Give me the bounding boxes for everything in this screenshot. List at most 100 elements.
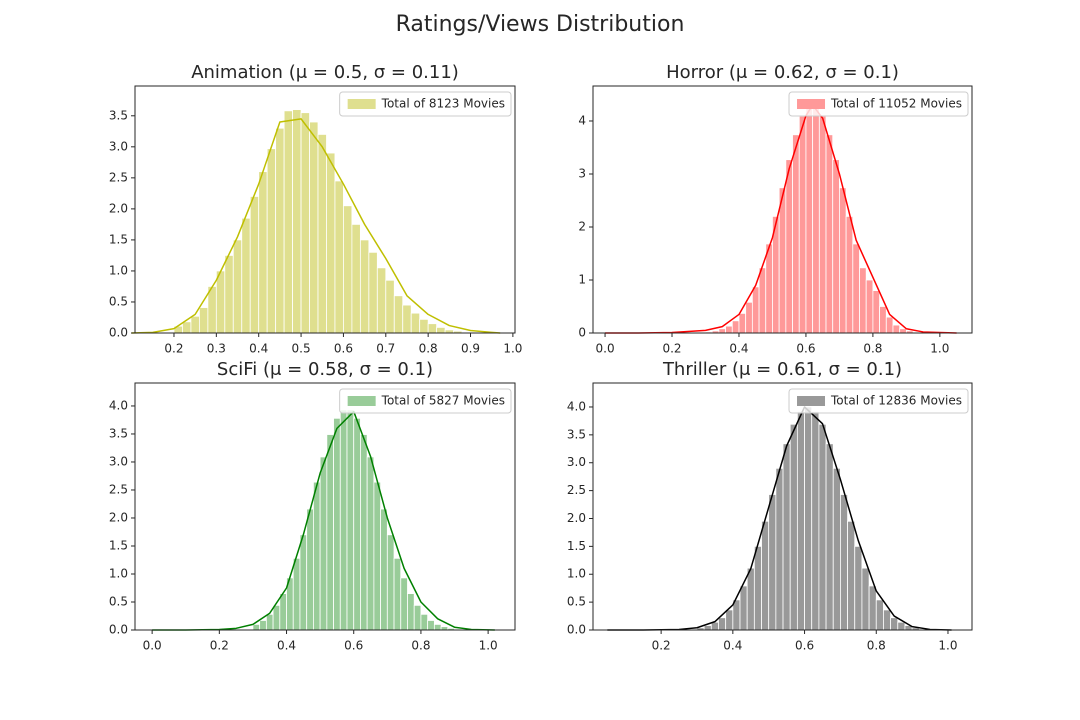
- y-tick-label: 2.5: [109, 170, 128, 184]
- histogram-bar: [400, 577, 408, 631]
- y-tick-label: 0.0: [109, 623, 128, 637]
- histogram-bar: [745, 301, 753, 334]
- histogram-bar: [738, 312, 747, 334]
- y-tick-label: 3.0: [567, 455, 586, 469]
- y-tick-label: 3.0: [109, 139, 128, 153]
- histogram-bar: [725, 609, 734, 631]
- histogram-bar: [852, 243, 860, 334]
- y-tick-label: 4.0: [109, 398, 128, 412]
- histogram-bar: [832, 159, 840, 334]
- x-tick-label: 1.0: [930, 342, 949, 356]
- histogram-bar: [265, 613, 274, 631]
- y-tick-label: 2.0: [567, 511, 586, 525]
- histogram-bar: [899, 328, 907, 334]
- x-tick-label: 0.8: [867, 639, 886, 653]
- legend-label: Total of 12836 Movies: [830, 394, 962, 408]
- y-tick-label: 3.0: [109, 454, 128, 468]
- y-tick-label: 3.5: [567, 427, 586, 441]
- histogram-bar: [326, 434, 334, 631]
- x-tick-label: 0.4: [729, 342, 748, 356]
- histogram-bar: [725, 325, 733, 334]
- axes-frame: [134, 85, 516, 334]
- histogram-bar: [232, 239, 243, 334]
- histogram-bar: [812, 105, 820, 334]
- histogram-bar: [292, 109, 302, 334]
- histogram-bar: [718, 617, 727, 631]
- histogram-bar: [326, 152, 336, 334]
- x-tick-label: 0.2: [652, 639, 671, 653]
- x-tick-label: 0.2: [164, 342, 183, 356]
- legend-swatch: [347, 99, 376, 109]
- axes-title: Horror (μ = 0.62, σ = 0.1): [666, 62, 899, 83]
- legend-label: Total of 8123 Movies: [381, 97, 505, 111]
- histogram-bar: [393, 295, 404, 334]
- y-tick-label: 1.5: [567, 539, 586, 553]
- axes-frame: [134, 382, 516, 631]
- histogram-bar: [761, 520, 770, 631]
- y-tick-label: 3.5: [109, 108, 128, 122]
- histogram-bar: [440, 626, 449, 631]
- kde-line: [131, 118, 501, 334]
- x-tick-label: 0.4: [723, 639, 742, 653]
- histogram-bar: [343, 205, 353, 334]
- histogram-bar: [334, 180, 344, 334]
- legend: Total of 12836 Movies: [788, 388, 969, 414]
- histogram-bar: [718, 328, 726, 334]
- kde-line: [607, 406, 952, 631]
- histogram-bar: [368, 251, 378, 334]
- legend-swatch: [797, 396, 826, 406]
- kde-line: [152, 410, 495, 631]
- histogram-bar: [413, 604, 422, 631]
- y-tick-label: 1.0: [109, 263, 128, 277]
- histogram-bar: [353, 417, 361, 631]
- histogram-bar: [252, 623, 261, 631]
- histogram-bar: [825, 134, 834, 334]
- histogram-bar: [249, 196, 260, 334]
- x-tick-label: 0.6: [344, 639, 363, 653]
- y-tick-label: 1: [578, 272, 586, 286]
- histogram-bar: [420, 613, 429, 631]
- histogram-bar: [198, 307, 209, 334]
- histogram-bar: [427, 323, 438, 334]
- figure-title: Ratings/Views Distribution: [396, 12, 685, 37]
- legend-box: [339, 388, 512, 414]
- x-tick-label: 1.0: [479, 639, 498, 653]
- histogram-bar: [299, 534, 308, 631]
- x-tick-label: 0.0: [143, 639, 162, 653]
- histogram-bar: [385, 279, 395, 334]
- histogram-bar: [739, 585, 748, 631]
- histogram-bar: [778, 187, 787, 334]
- y-tick-label: 0: [578, 326, 586, 340]
- histogram-bar: [373, 481, 382, 631]
- histogram-bar: [897, 621, 906, 631]
- histogram-bar: [892, 324, 901, 334]
- legend-swatch: [347, 396, 376, 406]
- histogram-bar: [818, 115, 827, 334]
- histogram-bar: [861, 567, 870, 631]
- histogram-bar: [433, 623, 442, 631]
- histogram-bar: [351, 223, 361, 334]
- histogram-bar: [890, 617, 899, 631]
- x-tick-label: 0.0: [596, 342, 615, 356]
- histogram-bar: [751, 286, 760, 334]
- histogram-bar: [376, 267, 387, 334]
- histogram-bar: [872, 290, 880, 334]
- x-tick-label: 0.8: [863, 342, 882, 356]
- y-tick-label: 2.5: [109, 482, 128, 496]
- legend: Total of 8123 Movies: [339, 91, 512, 117]
- histogram-bar: [333, 417, 341, 631]
- histogram-bar: [410, 312, 421, 334]
- histogram-bar: [402, 304, 412, 334]
- histogram-bar: [818, 423, 827, 631]
- x-tick-label: 0.9: [461, 342, 480, 356]
- histogram-bar: [703, 625, 712, 631]
- histogram-bar: [360, 434, 368, 631]
- histogram-bar: [825, 443, 834, 631]
- histogram-bar: [319, 456, 328, 631]
- y-tick-label: 3.5: [109, 426, 128, 440]
- histogram-bar: [885, 316, 894, 334]
- x-tick-label: 1.0: [938, 639, 957, 653]
- histogram-bar: [845, 215, 854, 334]
- histogram-bar: [386, 534, 395, 631]
- x-tick-label: 0.4: [277, 639, 296, 653]
